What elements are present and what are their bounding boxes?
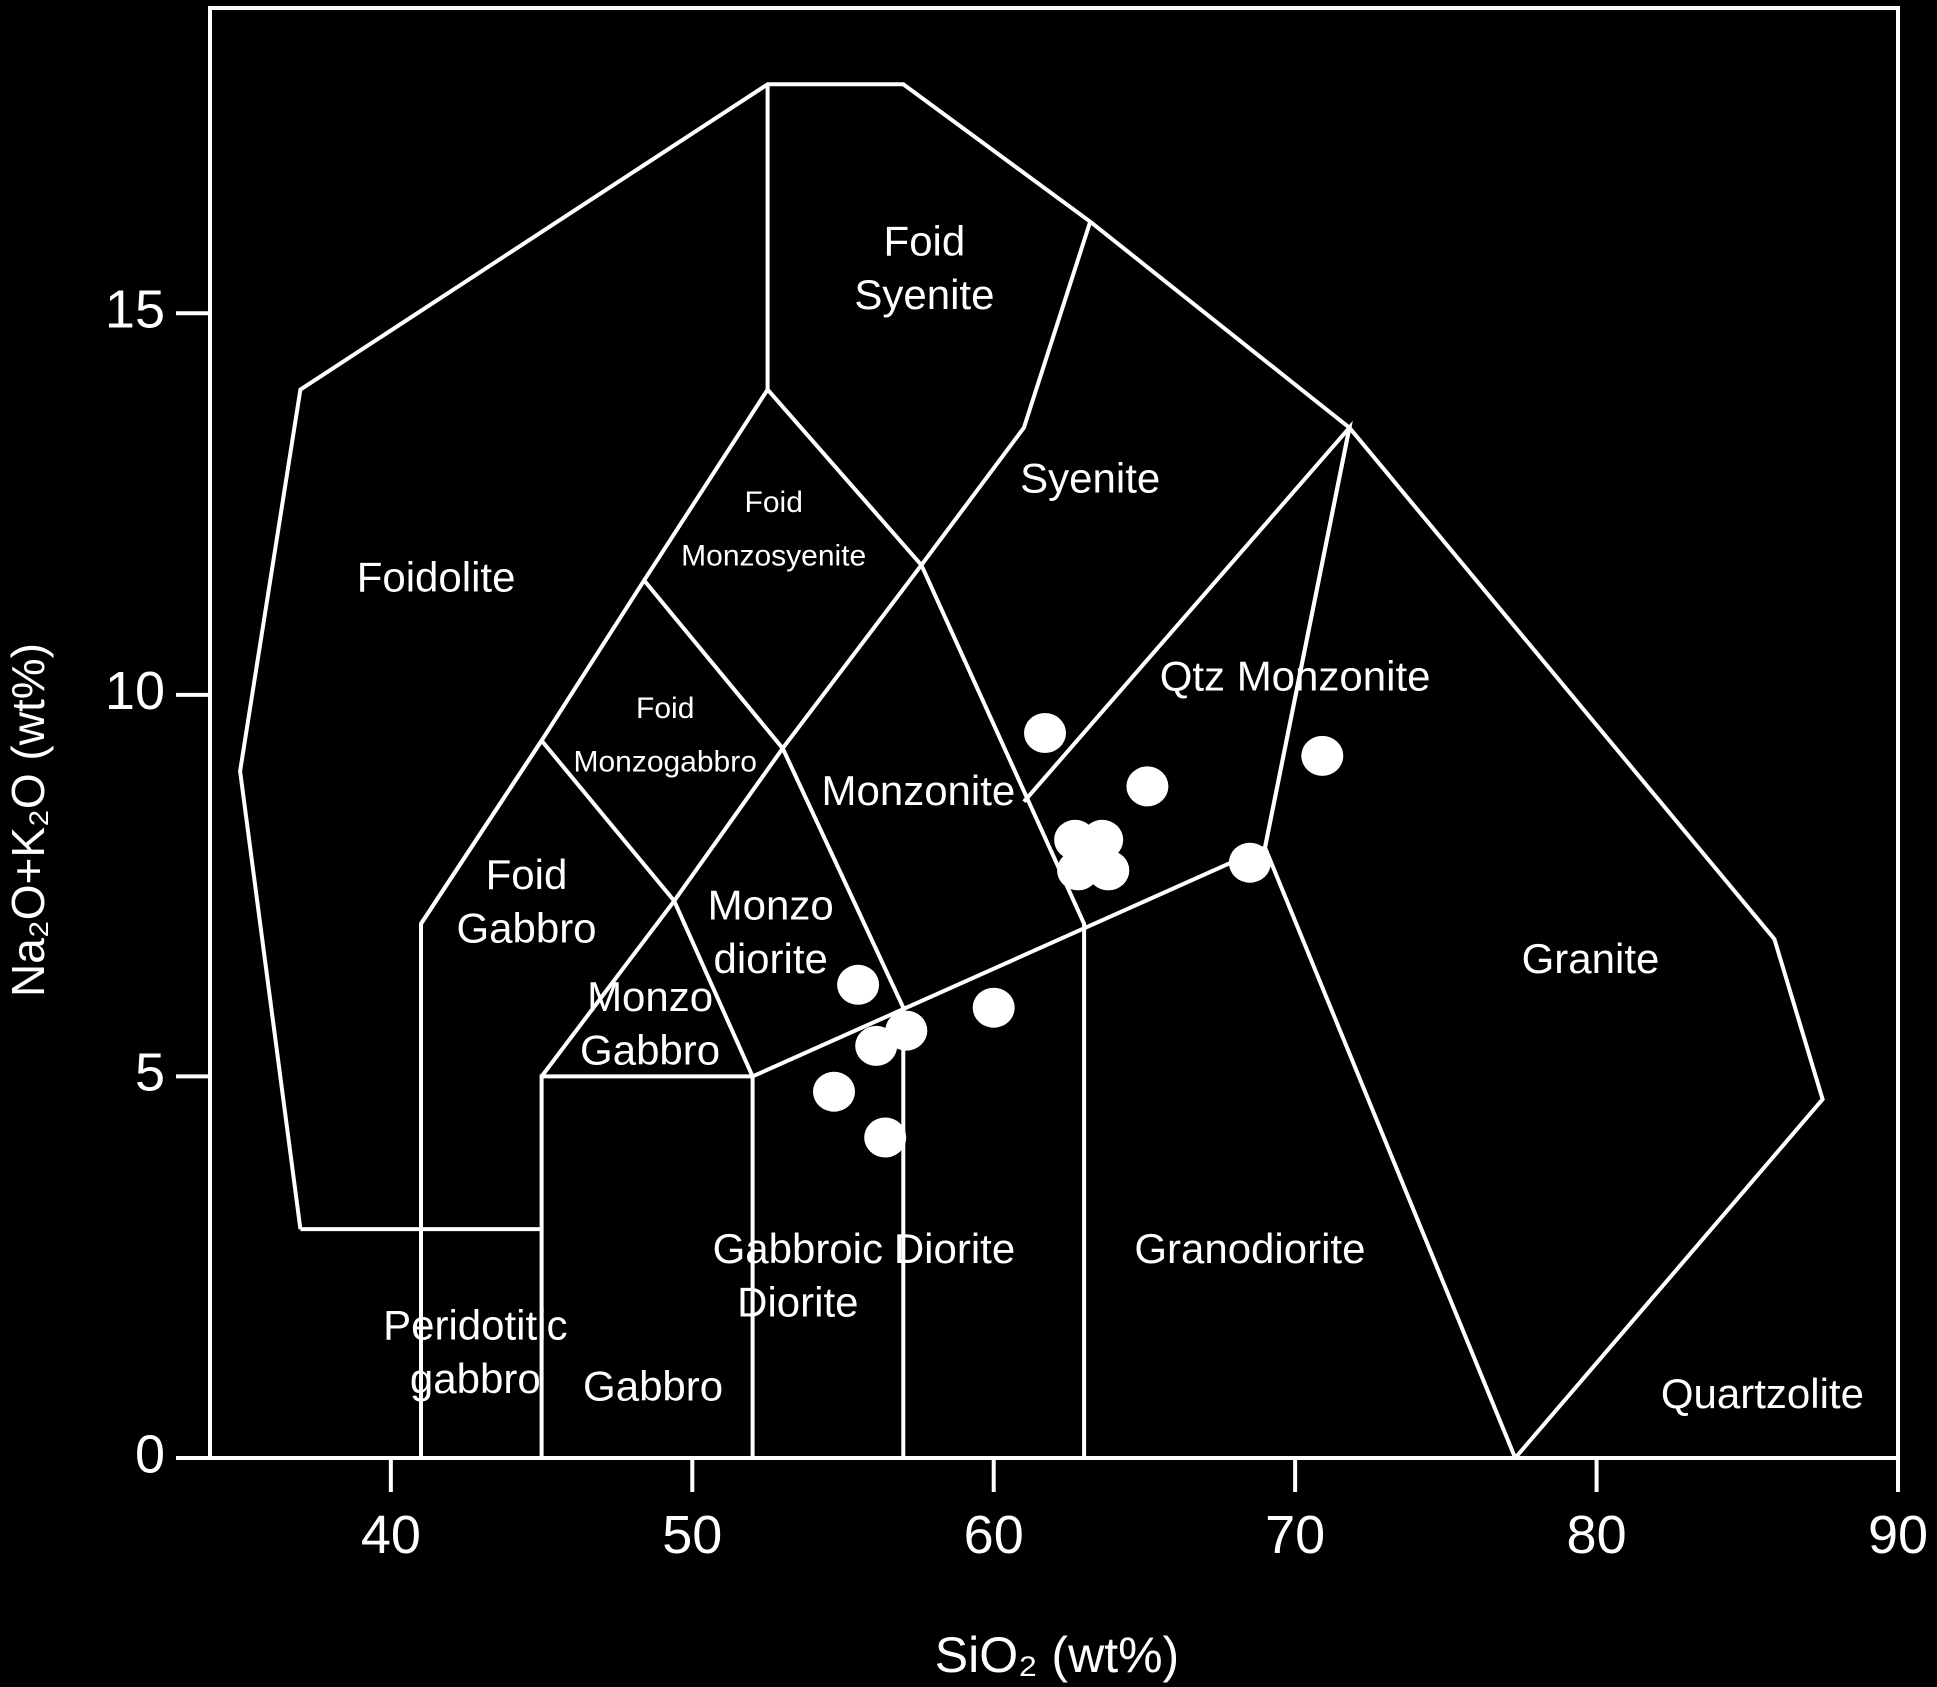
y-tick-label-0: 0: [135, 1424, 165, 1484]
field-label-13: diorite: [713, 935, 827, 982]
x-tick-label-2: 60: [964, 1505, 1024, 1565]
field-label-23: Gabbro: [583, 1362, 723, 1409]
y-tick-label-2: 10: [105, 661, 165, 721]
field-label-0: Foid: [884, 218, 966, 265]
field-label-20: Granodiorite: [1134, 1225, 1365, 1272]
field-label-18: Diorite: [737, 1278, 858, 1325]
field-label-22: gabbro: [410, 1355, 541, 1402]
data-point-1: [1126, 766, 1169, 807]
plot-frame: [208, 6, 1900, 1460]
boundary-line-11: [1022, 420, 1518, 1459]
field-label-9: Monzonite: [822, 767, 1016, 814]
x-tick-label-3: 70: [1265, 1505, 1325, 1565]
data-point-12: [813, 1071, 855, 1112]
boundary-line-9: [419, 739, 544, 925]
data-points: [813, 713, 1344, 1158]
field-label-2: Syenite: [1020, 454, 1160, 501]
field-label-12: Monzo: [708, 882, 834, 929]
y-tick-label-3: 15: [105, 280, 165, 340]
field-label-3: Foid: [745, 486, 803, 519]
x-axis-title: SiO₂ (wt%): [935, 1627, 1179, 1683]
field-label-5: Foidolite: [357, 553, 516, 600]
field-label-14: Monzo: [587, 973, 713, 1020]
boundary-line-6: [766, 388, 1087, 1458]
field-label-17: Gabbroic: [713, 1225, 883, 1272]
field-label-1: Syenite: [854, 271, 994, 318]
x-tick-label-5: 90: [1868, 1505, 1928, 1565]
data-point-13: [864, 1117, 907, 1158]
data-point-7: [1228, 842, 1271, 883]
field-label-4: Monzosyenite: [681, 539, 866, 572]
field-label-7: Foid: [636, 692, 694, 725]
boundary-line-2: [419, 84, 770, 1458]
field-label-6: Qtz Monzonite: [1160, 653, 1431, 700]
x-tick-label-1: 50: [662, 1505, 722, 1565]
field-label-11: Gabbro: [456, 904, 596, 951]
data-point-9: [972, 987, 1015, 1028]
axis-ticks: 40 50 60 70 80 90 0 5 10 15: [105, 280, 1928, 1565]
field-labels: Foid Syenite Syenite Foid Monzosyenite Foidol…: [357, 218, 1864, 1417]
data-point-2: [1301, 735, 1344, 776]
data-point-0: [1024, 713, 1066, 753]
field-label-19: Diorite: [894, 1225, 1015, 1272]
data-point-8: [837, 964, 880, 1005]
field-label-10: Foid: [486, 851, 568, 898]
boundary-line-0: [238, 82, 1825, 1460]
x-tick-label-0: 40: [361, 1505, 421, 1565]
y-axis-title: Na₂O+K₂O (wt%): [2, 643, 54, 997]
field-boundaries: [238, 82, 1825, 1460]
field-label-24: Quartzolite: [1661, 1370, 1864, 1417]
data-point-6: [1087, 850, 1130, 891]
field-label-8: Monzogabbro: [573, 745, 756, 778]
x-tick-label-4: 80: [1567, 1505, 1627, 1565]
field-label-21: Peridotitic: [383, 1301, 567, 1348]
data-point-5: [1057, 850, 1100, 891]
field-label-15: Gabbro: [580, 1027, 720, 1074]
y-tick-label-1: 5: [135, 1043, 165, 1103]
boundary-line-10: [540, 221, 1093, 1078]
data-point-11: [855, 1025, 898, 1066]
data-point-4: [1081, 819, 1124, 860]
field-label-16: Granite: [1522, 935, 1660, 982]
